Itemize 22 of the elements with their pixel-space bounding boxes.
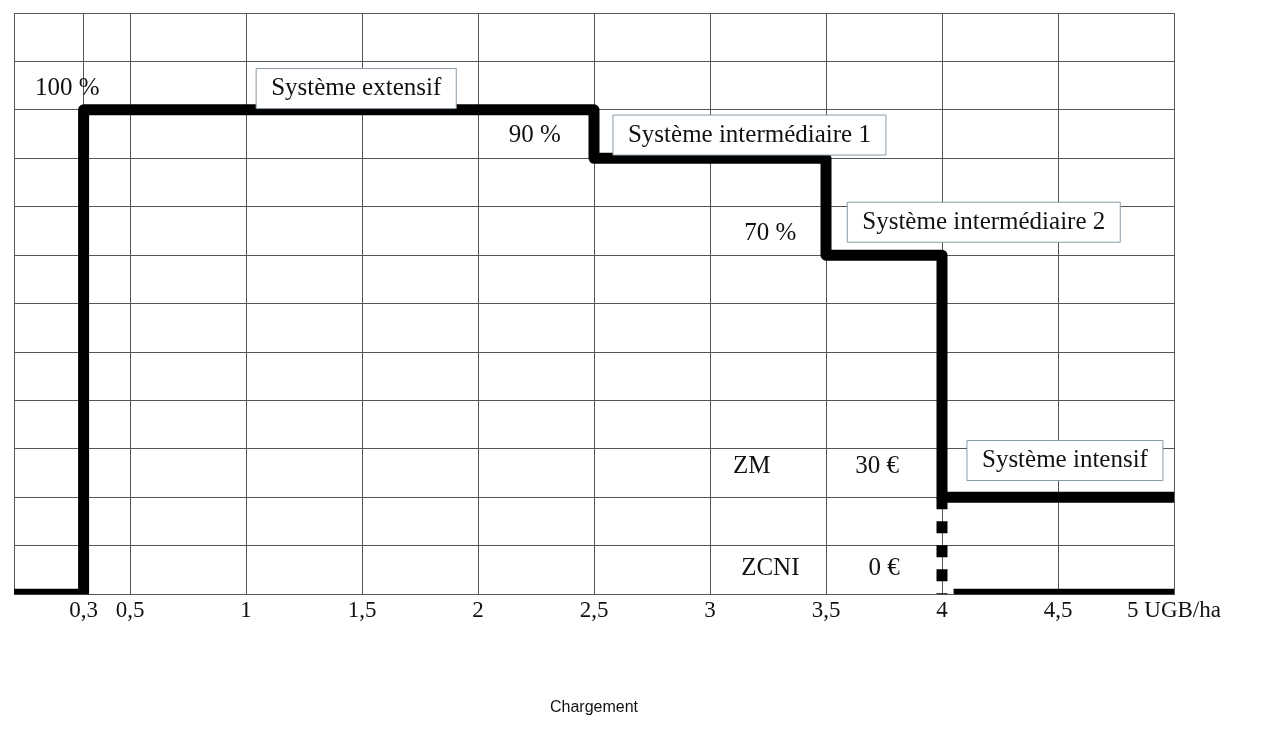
x-tick-label: 5 UGB/ha [1127,597,1221,623]
annotation: 90 % [508,119,561,147]
x-tick-label: 4,5 [1043,597,1073,623]
annotation: Système intermédiaire 2 [862,206,1106,234]
x-tick-label: 0,5 [115,597,145,623]
annotation: 0 € [868,552,901,580]
annotation: 30 € [855,450,900,478]
x-tick-label: 2 [472,597,484,623]
annotation: 70 % [744,218,797,246]
x-tick-label: 3 [704,597,716,623]
text: Système extensif [271,73,442,101]
annotation: Système intermédiaire 1 [627,119,871,147]
x-tick-label: 1,5 [347,597,377,623]
annotation: Système intensif [981,445,1149,473]
x-tick-label: 2,5 [579,597,609,623]
x-tick-label: 1 [240,597,252,623]
x-tick-label: 0,3 [69,597,98,623]
x-tick-label: 3,5 [811,597,841,623]
annotation: ZCNI [741,552,800,580]
x-tick-label: 4 [936,597,949,623]
annotation: ZM [733,450,771,478]
x-axis-title: Chargement [549,697,639,715]
